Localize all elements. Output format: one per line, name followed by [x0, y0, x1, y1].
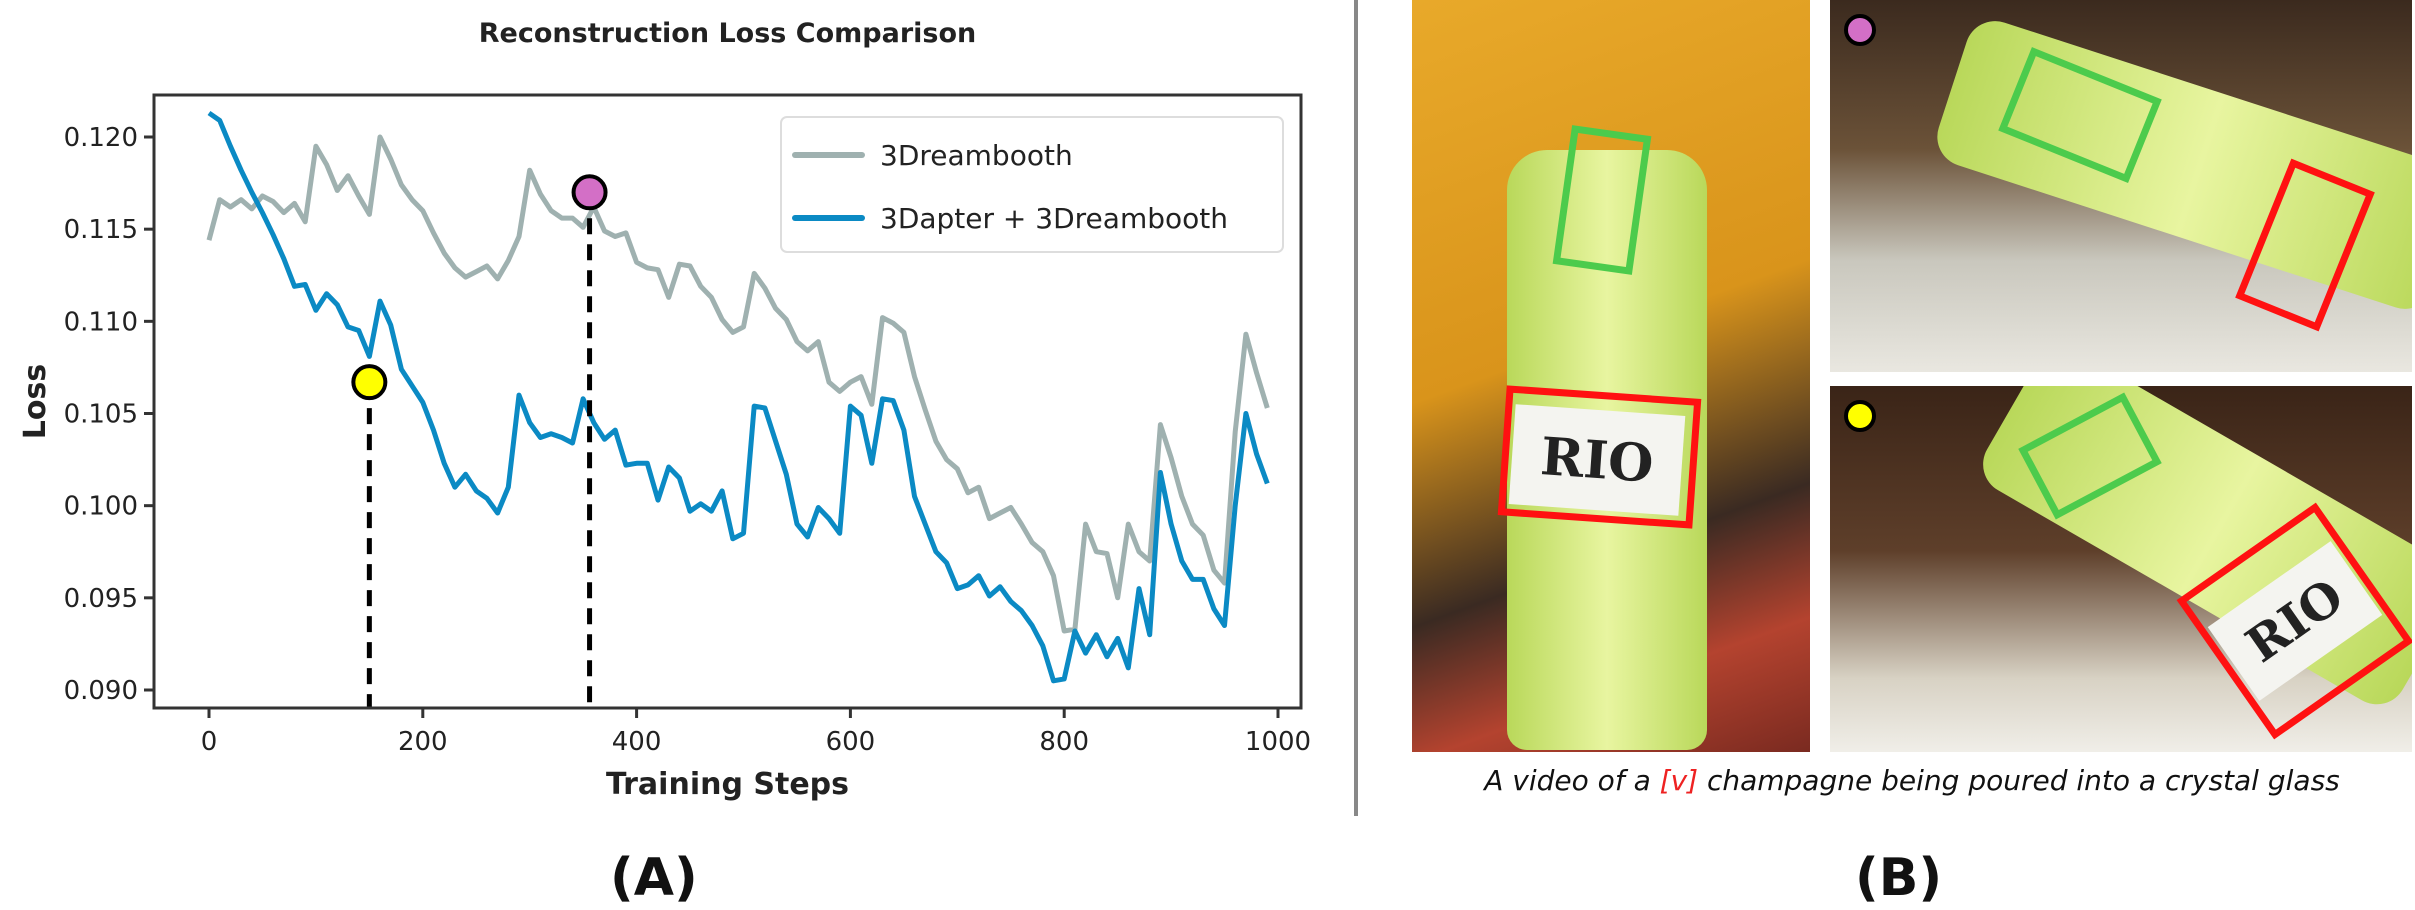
y-tick-label: 0.105: [64, 400, 138, 430]
x-tick-label: 0: [201, 727, 218, 757]
yellow-marker: [1844, 400, 1876, 432]
panel-divider: [1354, 0, 1358, 816]
photo-bottle-closeup: RIO: [1412, 0, 1810, 752]
y-axis-label: Loss: [18, 364, 53, 439]
panel-label-a: (A): [610, 848, 698, 908]
token-v: [v]: [1659, 764, 1699, 797]
legend-box: [780, 116, 1284, 253]
loss-chart: Reconstruction Loss Comparison 0.090 0.095…: [18, 18, 1311, 802]
x-tick-label: 600: [826, 727, 876, 757]
panel-b-caption: A video of a [v] champagne being poured …: [1484, 764, 2340, 797]
y-tick-label: 0.120: [64, 123, 138, 153]
red-box: [1497, 385, 1702, 529]
marker-point-0: [351, 364, 388, 401]
pink-marker: [1844, 14, 1876, 46]
marker-point-1: [571, 174, 608, 211]
legend-label-1: 3Dapter + 3Dreambooth: [880, 202, 1228, 235]
x-tick-label: 1000: [1245, 727, 1311, 757]
y-tick-label: 0.100: [64, 492, 138, 522]
y-tick-label: 0.115: [64, 215, 138, 245]
y-tick-label: 0.110: [64, 307, 138, 337]
photo-pouring-top: [1830, 0, 2412, 372]
series-line-0: [206, 134, 1270, 634]
photo-pouring-bottom: RIO: [1830, 386, 2412, 752]
plot-frame: [152, 93, 1303, 710]
chart-title: Reconstruction Loss Comparison: [479, 18, 976, 49]
x-axis-label: Training Steps: [606, 767, 849, 802]
x-tick-label: 800: [1039, 727, 1089, 757]
legend-label-0: 3Dreambooth: [880, 139, 1073, 172]
x-tick-label: 200: [398, 727, 448, 757]
x-tick-label: 400: [612, 727, 662, 757]
y-tick-label: 0.095: [64, 584, 138, 614]
panel-label-b: (B): [1855, 848, 1943, 908]
series-line-1: [207, 110, 1270, 684]
y-tick-label: 0.090: [64, 676, 138, 706]
